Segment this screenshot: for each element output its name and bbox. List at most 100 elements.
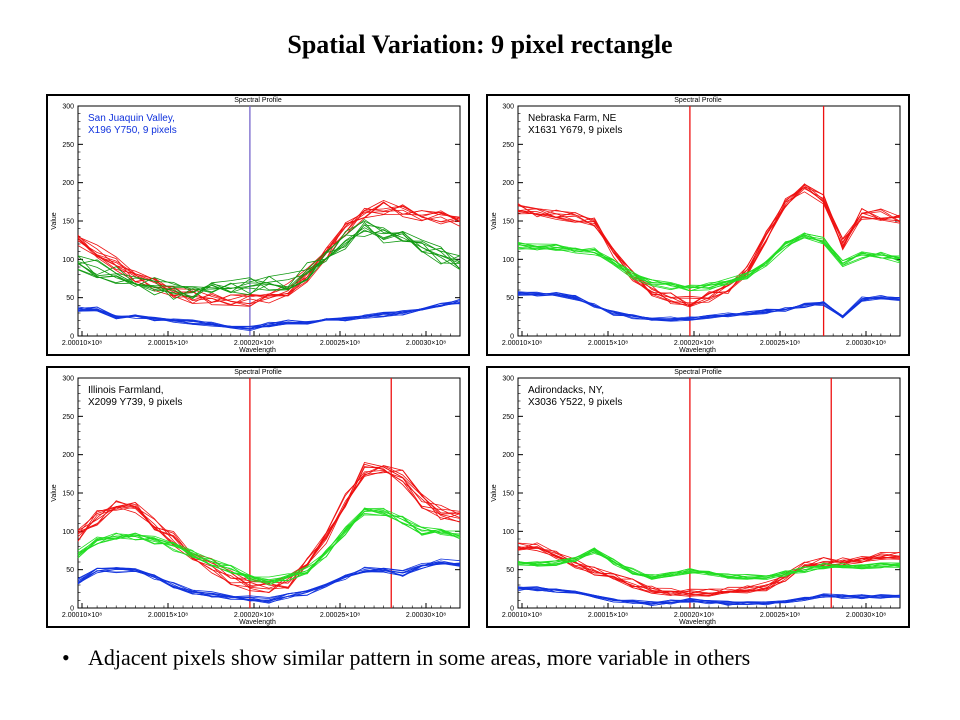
pixel-spectrum-line — [517, 183, 901, 300]
pixel-spectrum-line — [517, 232, 901, 290]
chart-panel-adirondacks: Spectral Profile 0 50 100 150 200 250 300 2.0001… — [486, 366, 910, 628]
pixel-spectrum-line — [517, 188, 901, 307]
x-tick-label: 2.00010×10⁸ — [62, 340, 102, 347]
y-axis-label: Value — [491, 212, 498, 229]
y-tick-label: 300 — [62, 376, 74, 383]
annotation-line: Adirondacks, NY, — [528, 385, 604, 396]
pixel-spectrum-line — [517, 291, 901, 321]
pixel-spectrum-line — [77, 561, 461, 604]
x-tick-label: 2.00015×10⁸ — [148, 340, 188, 347]
chart-panel-illinois: Spectral Profile 0 50 100 150 200 250 300 2.0001… — [46, 366, 470, 628]
window-title: Spectral Profile — [674, 97, 722, 104]
spectral-chart-san-juaquin: Spectral Profile 0 50 100 150 200 250 300 2.0001… — [51, 97, 461, 354]
annotation-line: X3036 Y522, 9 pixels — [528, 397, 622, 408]
annotation-line: X196 Y750, 9 pixels — [88, 125, 177, 136]
pixel-spectrum-line — [77, 227, 461, 291]
y-tick-label: 50 — [66, 295, 74, 302]
annotation-line: X2099 Y739, 9 pixels — [88, 397, 182, 408]
pixel-spectrum-line — [517, 546, 901, 596]
pixel-spectrum-line — [77, 465, 461, 593]
y-tick-label: 250 — [502, 142, 514, 149]
x-tick-label: 2.00015×10⁸ — [148, 612, 188, 619]
chart-panel-nebraska: Spectral Profile 0 50 100 150 200 250 300 2.0001… — [486, 94, 910, 356]
bullet-dot: • — [62, 645, 70, 670]
pixel-spectrum-line — [77, 510, 461, 586]
y-tick-label: 250 — [62, 142, 74, 149]
window-title: Spectral Profile — [674, 369, 722, 376]
annotation-line: San Juaquin Valley, — [88, 113, 175, 124]
pixel-spectrum-line — [517, 548, 901, 579]
slide-title: Spatial Variation: 9 pixel rectangle — [287, 30, 673, 59]
pixel-spectrum-line — [517, 548, 901, 579]
x-tick-label: 2.00020×10⁸ — [674, 612, 714, 619]
pixel-spectrum-line — [77, 219, 461, 296]
pixel-spectrum-line — [77, 205, 461, 303]
pixel-spectrum-line — [77, 471, 461, 582]
y-tick-label: 100 — [502, 529, 514, 536]
x-tick-label: 2.00030×10⁸ — [406, 340, 446, 347]
y-tick-label: 50 — [506, 295, 514, 302]
pixel-spectrum-line — [77, 561, 461, 602]
x-tick-label: 2.00020×10⁸ — [674, 340, 714, 347]
y-tick-label: 150 — [62, 219, 74, 226]
window-title: Spectral Profile — [234, 97, 282, 104]
pixel-spectrum-line — [517, 587, 901, 606]
y-tick-label: 0 — [70, 334, 74, 341]
x-tick-label: 2.00025×10⁸ — [760, 340, 800, 347]
pixel-spectrum-line — [77, 508, 461, 586]
y-tick-label: 0 — [510, 606, 514, 613]
y-tick-label: 150 — [502, 491, 514, 498]
y-tick-label: 100 — [62, 257, 74, 264]
x-tick-label: 2.00020×10⁸ — [234, 612, 274, 619]
pixel-spectrum-line — [77, 512, 461, 583]
pixel-spectrum-line — [77, 230, 461, 294]
x-tick-label: 2.00025×10⁸ — [320, 612, 360, 619]
chart-panel-san-juaquin: Spectral Profile 0 50 100 150 200 250 300 2.0001… — [46, 94, 470, 356]
y-tick-label: 200 — [502, 180, 514, 187]
y-tick-label: 300 — [62, 104, 74, 111]
y-tick-label: 250 — [62, 414, 74, 421]
y-tick-label: 50 — [506, 567, 514, 574]
y-tick-label: 300 — [502, 104, 514, 111]
y-tick-label: 150 — [502, 219, 514, 226]
y-tick-label: 150 — [62, 491, 74, 498]
pixel-spectrum-line — [517, 187, 901, 307]
spectral-chart-adirondacks: Spectral Profile 0 50 100 150 200 250 300 2.0001… — [491, 369, 901, 626]
pixel-spectrum-line — [517, 234, 901, 289]
y-tick-label: 200 — [62, 452, 74, 459]
pixel-spectrum-line — [77, 220, 461, 295]
pixel-spectrum-line — [77, 204, 461, 303]
x-tick-label: 2.00010×10⁸ — [502, 340, 542, 347]
x-tick-label: 2.00015×10⁸ — [588, 612, 628, 619]
y-tick-label: 0 — [510, 334, 514, 341]
x-axis-label: Wavelength — [239, 619, 276, 626]
y-tick-label: 250 — [502, 414, 514, 421]
x-tick-label: 2.00010×10⁸ — [502, 612, 542, 619]
x-tick-label: 2.00025×10⁸ — [760, 612, 800, 619]
pixel-spectrum-line — [77, 224, 461, 299]
x-tick-label: 2.00025×10⁸ — [320, 340, 360, 347]
pixel-spectrum-line — [77, 221, 461, 300]
x-tick-label: 2.00030×10⁸ — [406, 612, 446, 619]
pixel-spectrum-line — [517, 547, 901, 594]
pixel-spectrum-line — [77, 469, 461, 590]
window-title: Spectral Profile — [234, 369, 282, 376]
y-tick-label: 300 — [502, 376, 514, 383]
annotation-line: X1631 Y679, 9 pixels — [528, 125, 622, 136]
pixel-spectrum-line — [517, 542, 901, 596]
x-axis-label: Wavelength — [239, 347, 276, 354]
pixel-spectrum-line — [77, 301, 461, 329]
y-tick-label: 200 — [62, 180, 74, 187]
y-axis-label: Value — [51, 212, 58, 229]
spectral-chart-nebraska: Spectral Profile 0 50 100 150 200 250 300 2.0001… — [491, 97, 901, 354]
pixel-spectrum-line — [77, 508, 461, 578]
y-axis-label: Value — [51, 484, 58, 501]
y-tick-label: 100 — [502, 257, 514, 264]
y-tick-label: 50 — [66, 567, 74, 574]
x-tick-label: 2.00020×10⁸ — [234, 340, 274, 347]
annotation-line: Nebraska Farm, NE — [528, 113, 617, 124]
bullet-text: Adjacent pixels show similar pattern in … — [88, 645, 751, 670]
pixel-spectrum-line — [77, 202, 461, 304]
pixel-spectrum-line — [77, 508, 461, 584]
annotation-line: Illinois Farmland, — [88, 385, 164, 396]
